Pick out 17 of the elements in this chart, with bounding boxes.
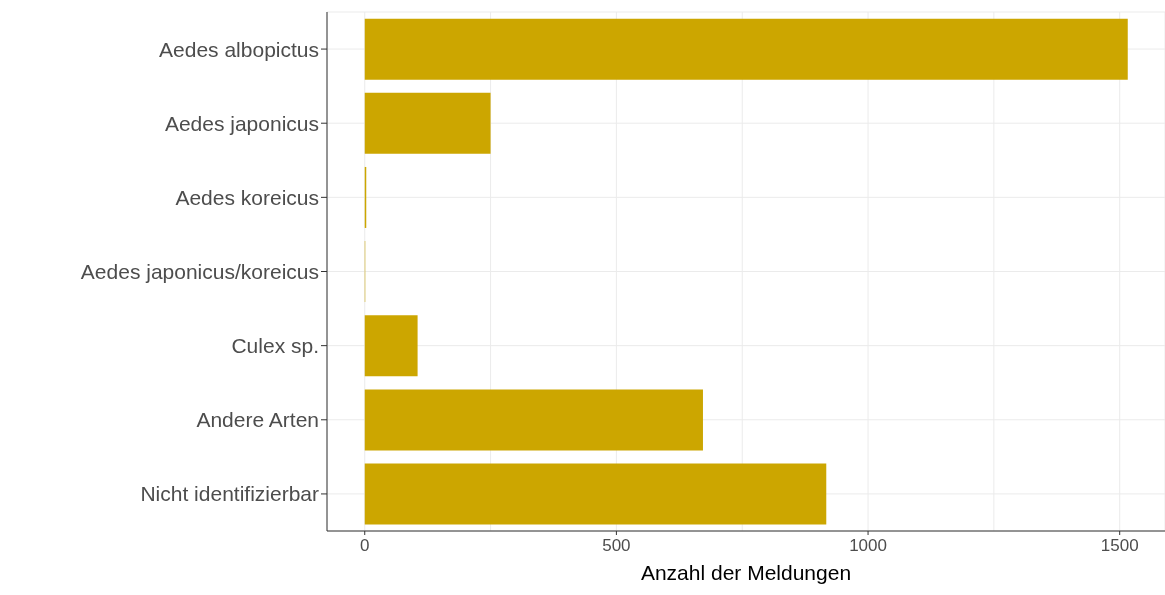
x-tick-label: 1500 — [1100, 536, 1139, 555]
bar — [364, 92, 491, 154]
x-axis-title: Anzahl der Meldungen — [640, 561, 852, 584]
y-tick-label: Aedes albopictus — [159, 37, 319, 61]
x-tick-label: 500 — [602, 536, 631, 555]
y-tick-label: Aedes japonicus — [164, 111, 319, 135]
bar — [364, 18, 1128, 80]
x-tick-label: 0 — [360, 536, 370, 555]
y-tick-label: Nicht identifizierbar — [140, 482, 319, 506]
bar — [364, 389, 703, 451]
x-tick-label: 1000 — [849, 536, 887, 555]
y-tick-label: Aedes koreicus — [175, 185, 319, 209]
y-tick-label: Culex sp. — [231, 334, 319, 358]
bar — [364, 315, 418, 377]
y-tick-label: Andere Arten — [196, 408, 319, 432]
y-tick-label: Aedes japonicus/koreicus — [80, 259, 319, 283]
bar — [364, 463, 827, 525]
